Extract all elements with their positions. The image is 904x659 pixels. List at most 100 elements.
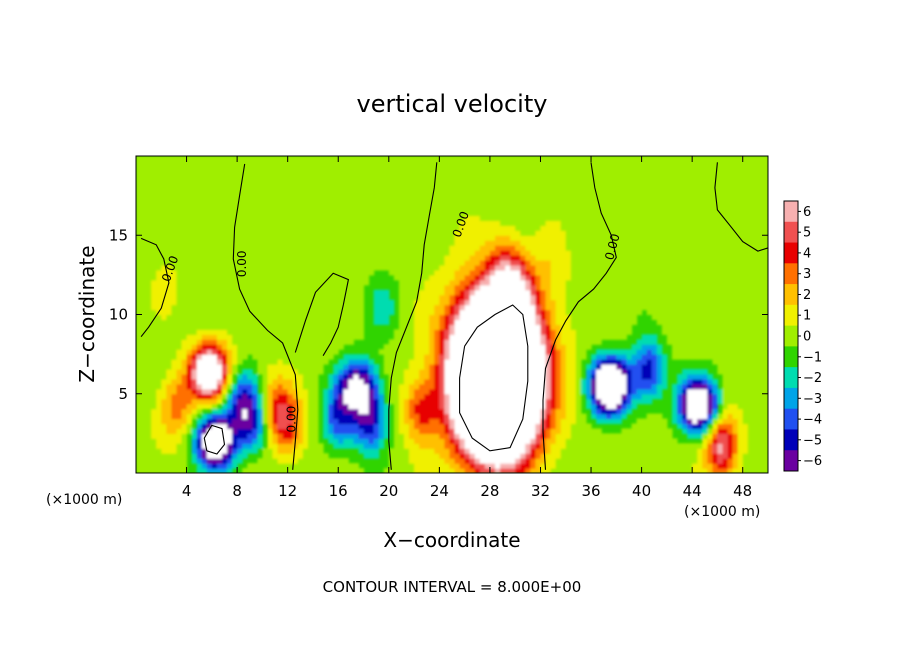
heatmap-cell: [555, 344, 562, 350]
heatmap-cell: [737, 393, 744, 400]
heatmap-cell: [403, 284, 410, 291]
heatmap-cell: [206, 398, 213, 405]
heatmap-cell: [196, 349, 203, 355]
heatmap-cell: [181, 329, 188, 335]
heatmap-cell: [414, 269, 420, 276]
heatmap-cell: [378, 260, 385, 266]
heatmap-cell: [555, 458, 562, 464]
heatmap-cell: [444, 260, 451, 266]
heatmap-cell: [444, 284, 451, 291]
heatmap-cell: [757, 383, 764, 390]
heatmap-cell: [237, 359, 243, 365]
heatmap-cell: [312, 373, 319, 380]
heatmap-cell: [242, 349, 248, 355]
heatmap-cell: [585, 299, 592, 306]
heatmap-cell: [429, 274, 435, 281]
heatmap-cell: [676, 279, 683, 286]
heatmap-cell: [570, 294, 577, 301]
heatmap-cell: [171, 269, 178, 276]
heatmap-cell: [161, 373, 167, 380]
heatmap-cell: [292, 344, 299, 350]
heatmap-cell: [737, 289, 744, 296]
heatmap-cell: [247, 408, 253, 415]
heatmap-cell: [136, 279, 142, 286]
heatmap-cell: [206, 279, 213, 286]
heatmap-cell: [464, 349, 471, 355]
heatmap-cell: [631, 349, 638, 355]
heatmap-cell: [232, 319, 238, 325]
heatmap-cell: [575, 433, 582, 439]
heatmap-cell: [393, 383, 400, 390]
heatmap-cell: [575, 334, 582, 340]
heatmap-cell: [697, 329, 703, 335]
heatmap-cell: [429, 339, 435, 345]
heatmap-cell: [671, 463, 678, 469]
heatmap-cell: [429, 349, 435, 355]
heatmap-cell: [560, 304, 567, 311]
heatmap-cell: [318, 289, 324, 296]
heatmap-cell: [585, 398, 592, 405]
heatmap-cell: [742, 284, 749, 291]
heatmap-cell: [353, 418, 360, 425]
heatmap-cell: [318, 324, 324, 330]
heatmap-cell: [636, 339, 643, 345]
heatmap-cell: [302, 428, 309, 434]
heatmap-cell: [717, 418, 724, 425]
heatmap-cell: [737, 344, 744, 350]
heatmap-cell: [591, 314, 597, 321]
heatmap-cell: [530, 413, 537, 420]
heatmap-cell: [505, 383, 511, 390]
heatmap-cell: [469, 408, 476, 415]
heatmap-cell: [530, 428, 537, 434]
heatmap-cell: [575, 428, 582, 434]
heatmap-cell: [621, 368, 628, 375]
heatmap-cell: [196, 408, 203, 415]
heatmap-cell: [151, 448, 157, 454]
heatmap-cell: [297, 304, 304, 311]
heatmap-cell: [403, 364, 410, 370]
heatmap-cell: [727, 289, 734, 296]
heatmap-cell: [454, 418, 461, 425]
heatmap-cell: [328, 289, 334, 296]
heatmap-cell: [353, 294, 360, 301]
heatmap-cell: [479, 339, 486, 345]
heatmap-cell: [287, 438, 294, 444]
heatmap-cell: [312, 339, 319, 345]
heatmap-cell: [621, 383, 628, 390]
heatmap-cell: [434, 448, 440, 454]
heatmap-cell: [611, 443, 617, 449]
heatmap-cell: [474, 448, 481, 454]
heatmap-cell: [540, 378, 547, 385]
heatmap-cell: [216, 364, 223, 370]
heatmap-cell: [227, 448, 233, 454]
heatmap-cell: [454, 274, 461, 281]
heatmap-cell: [606, 324, 612, 330]
heatmap-cell: [242, 408, 248, 415]
heatmap-cell: [419, 413, 425, 420]
heatmap-cell: [227, 294, 233, 301]
heatmap-cell: [702, 398, 708, 405]
heatmap-cell: [191, 299, 198, 306]
heatmap-cell: [414, 463, 420, 469]
heatmap-cell: [606, 383, 612, 390]
heatmap-cell: [196, 269, 203, 276]
heatmap-cell: [666, 428, 673, 434]
heatmap-cell: [687, 453, 693, 459]
heatmap-cell: [596, 398, 602, 405]
heatmap-cell: [439, 304, 446, 311]
heatmap-cell: [560, 438, 567, 444]
heatmap-cell: [651, 373, 658, 380]
heatmap-cell: [692, 289, 698, 296]
heatmap-cell: [181, 269, 188, 276]
heatmap-cell: [646, 260, 653, 266]
heatmap-cell: [737, 314, 744, 321]
heatmap-cell: [307, 453, 314, 459]
heatmap-cell: [186, 344, 193, 350]
heatmap-cell: [373, 378, 380, 385]
heatmap-cell: [353, 468, 360, 473]
heatmap-cell: [464, 448, 471, 454]
heatmap-cell: [141, 334, 147, 340]
heatmap-cell: [358, 438, 365, 444]
heatmap-cell: [494, 383, 501, 390]
heatmap-cell: [489, 279, 496, 286]
